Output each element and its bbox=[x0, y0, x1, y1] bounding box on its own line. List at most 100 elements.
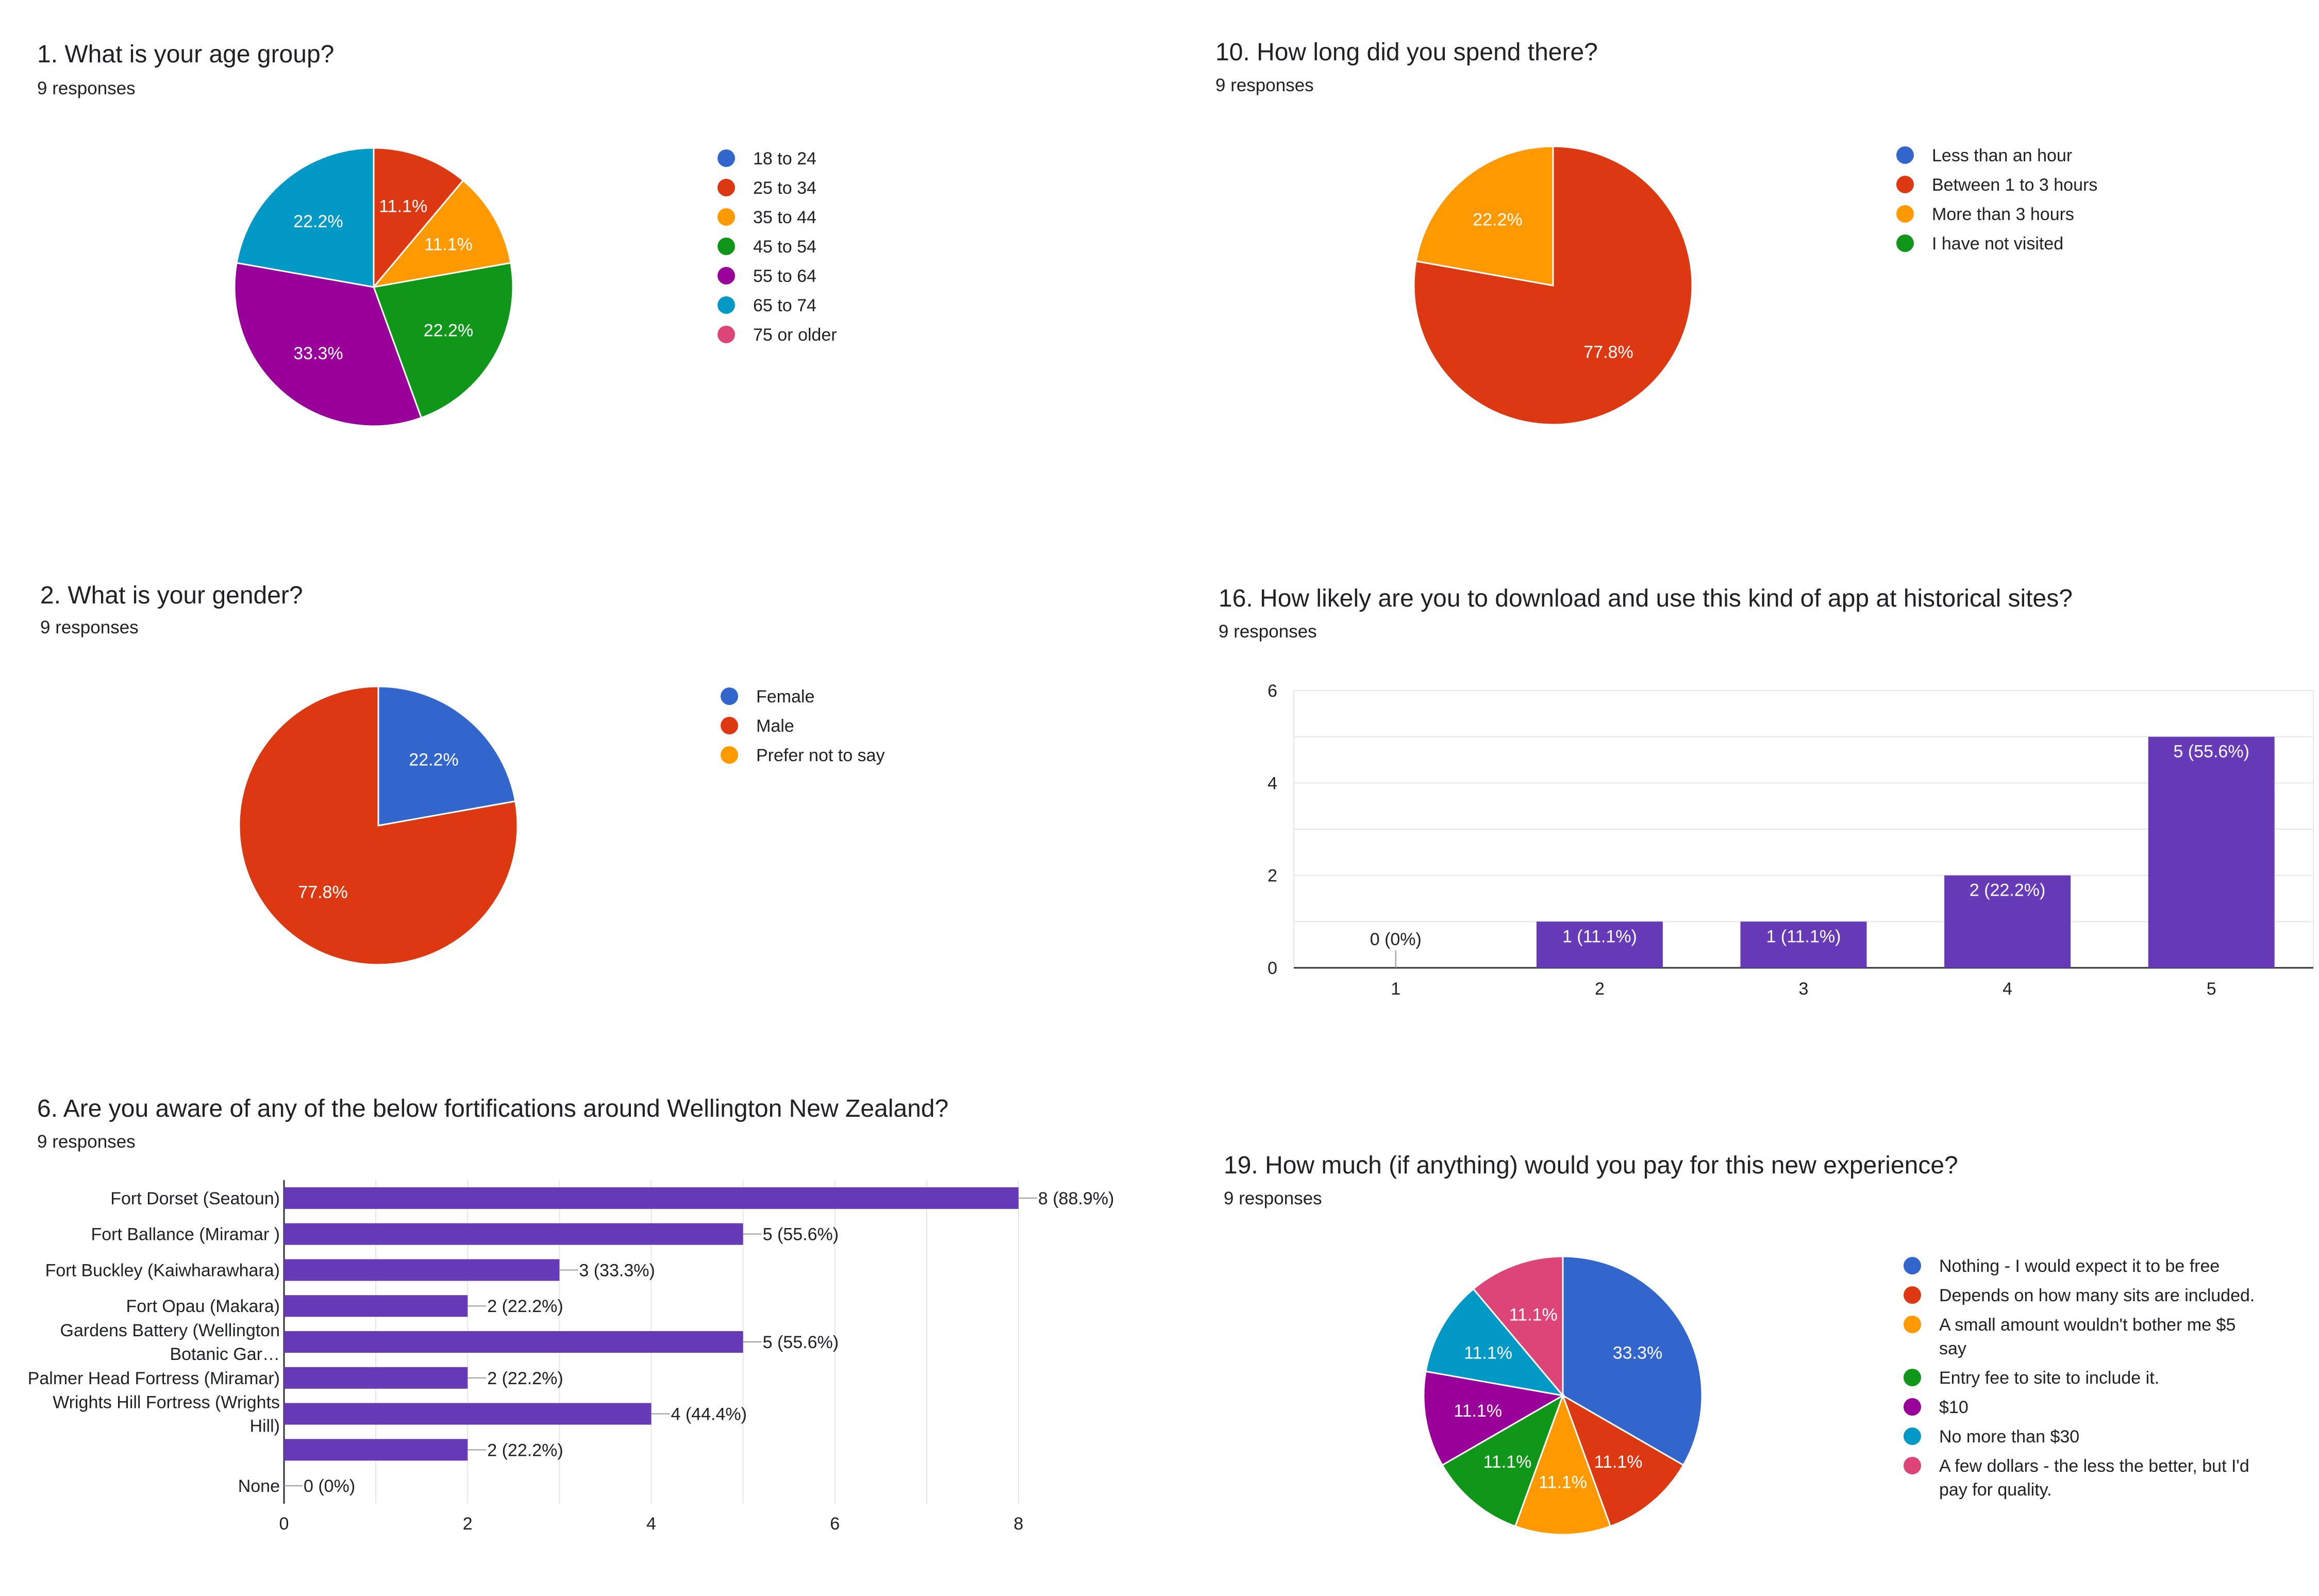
time-pie-slice-label-2: 22.2% bbox=[1473, 210, 1522, 230]
payment-legend-label-2-line1: say bbox=[1939, 1339, 1966, 1358]
payment-legend-swatch-4 bbox=[1904, 1398, 1921, 1416]
age-legend-label-3: 45 to 54 bbox=[753, 237, 816, 257]
age-legend-swatch-2 bbox=[718, 208, 735, 226]
payment-pie-slice-label-6: 11.1% bbox=[1509, 1305, 1558, 1325]
gender-pie-slice-label-1: 77.8% bbox=[298, 882, 347, 902]
gender-legend-label-2: Prefer not to say bbox=[756, 746, 885, 765]
time-legend-swatch-1 bbox=[1896, 176, 1914, 193]
fort-category-label-8: None bbox=[238, 1476, 280, 1496]
payment-pie-slice-label-3: 11.1% bbox=[1483, 1452, 1531, 1472]
chart-title-time-spent: 10. How long did you spend there? bbox=[1215, 39, 1598, 66]
fort-bar-0 bbox=[284, 1187, 1019, 1209]
fort-bar-label-8: 0 (0%) bbox=[304, 1476, 355, 1496]
app-bar-3 bbox=[1740, 921, 1867, 968]
payment-pie-slice-3 bbox=[1441, 1393, 1564, 1527]
app-x-tick-3: 3 bbox=[1799, 979, 1809, 999]
age-legend-swatch-6 bbox=[718, 326, 735, 343]
payment-legend-label-3: Entry fee to site to include it. bbox=[1939, 1368, 2159, 1388]
app-bar-label-3: 1 (11.1%) bbox=[1766, 927, 1841, 946]
payment-legend-label-2: A small amount wouldn't bother me $5 bbox=[1939, 1315, 2235, 1335]
age-legend-swatch-5 bbox=[718, 296, 735, 314]
fort-bar-1 bbox=[284, 1223, 743, 1245]
payment-legend-swatch-3 bbox=[1904, 1369, 1921, 1386]
fort-category-label-0: Fort Dorset (Seatoun) bbox=[110, 1189, 280, 1208]
payment-legend-label-5: No more than $30 bbox=[1939, 1427, 2079, 1447]
gender-legend-swatch-2 bbox=[721, 746, 738, 764]
fort-x-tick-2: 2 bbox=[463, 1514, 473, 1534]
payment-legend-label-6: A few dollars - the less the better, but… bbox=[1939, 1456, 2249, 1476]
app-bar-5 bbox=[2148, 736, 2275, 968]
payment-legend-swatch-1 bbox=[1904, 1286, 1921, 1304]
fort-bar-label-3: 2 (22.2%) bbox=[487, 1297, 563, 1316]
gender-pie-slice-1 bbox=[238, 685, 519, 966]
responses-count-gender: 9 responses bbox=[40, 617, 139, 637]
payment-pie-slice-label-0: 33.3% bbox=[1613, 1343, 1662, 1363]
responses-count-app-likelihood: 9 responses bbox=[1219, 621, 1317, 642]
app-y-tick-6: 6 bbox=[1267, 681, 1277, 701]
time-legend-label-2: More than 3 hours bbox=[1932, 205, 2074, 224]
fort-x-tick-4: 4 bbox=[646, 1514, 656, 1534]
age-pie-slice-5 bbox=[236, 147, 375, 288]
fort-category-label-5: Palmer Head Fortress (Miramar) bbox=[28, 1369, 280, 1388]
app-bar-label-2: 1 (11.1%) bbox=[1562, 927, 1637, 946]
fort-category-label-1: Fort Ballance (Miramar ) bbox=[91, 1225, 280, 1245]
chart-title-app-likelihood: 16. How likely are you to download and u… bbox=[1219, 585, 2073, 612]
fort-bar-7 bbox=[284, 1439, 468, 1461]
app-bar-label-1: 0 (0%) bbox=[1370, 930, 1422, 949]
chart-title-age: 1. What is your age group? bbox=[37, 41, 335, 68]
fort-bar-label-0: 8 (88.9%) bbox=[1038, 1189, 1114, 1208]
chart-title-fortifications: 6. Are you aware of any of the below for… bbox=[37, 1095, 949, 1122]
fort-bar-label-7: 2 (22.2%) bbox=[487, 1440, 563, 1460]
fort-category-label-3: Fort Opau (Makara) bbox=[126, 1297, 280, 1316]
app-y-tick-4: 4 bbox=[1267, 774, 1277, 793]
payment-legend-label-0: Nothing - I would expect it to be free bbox=[1939, 1256, 2220, 1276]
time-legend-swatch-0 bbox=[1896, 146, 1914, 164]
payment-pie-slice-label-1: 11.1% bbox=[1594, 1452, 1643, 1472]
age-pie-slice-label-1: 11.1% bbox=[379, 197, 427, 216]
payment-legend-swatch-0 bbox=[1904, 1257, 1921, 1274]
payment-pie-slice-label-5: 11.1% bbox=[1464, 1343, 1512, 1363]
payment-pie-slice-4 bbox=[1423, 1370, 1565, 1467]
payment-legend-swatch-5 bbox=[1904, 1427, 1921, 1445]
gender-pie-slice-label-0: 22.2% bbox=[409, 750, 458, 770]
gender-legend-swatch-1 bbox=[721, 717, 738, 734]
time-legend-label-1: Between 1 to 3 hours bbox=[1932, 175, 2097, 195]
fort-category-label-6-line1: Hill) bbox=[249, 1417, 280, 1436]
fort-bar-5 bbox=[284, 1367, 468, 1389]
age-legend-label-4: 55 to 64 bbox=[753, 266, 816, 286]
time-legend-label-3: I have not visited bbox=[1932, 234, 2063, 254]
payment-legend-swatch-2 bbox=[1904, 1316, 1921, 1333]
age-legend-label-1: 25 to 34 bbox=[753, 178, 816, 198]
fort-bar-2 bbox=[284, 1259, 560, 1281]
app-bar-2 bbox=[1536, 921, 1663, 968]
fort-x-tick-8: 8 bbox=[1014, 1514, 1024, 1534]
age-pie-slice-4 bbox=[233, 262, 423, 427]
app-x-tick-1: 1 bbox=[1391, 979, 1400, 999]
fort-bar-label-5: 2 (22.2%) bbox=[487, 1369, 563, 1388]
payment-legend-label-6-line1: pay for quality. bbox=[1939, 1480, 2052, 1500]
payment-pie-slice-5 bbox=[1425, 1288, 1565, 1397]
age-legend-label-6: 75 or older bbox=[753, 325, 837, 345]
fort-bar-label-1: 5 (55.6%) bbox=[763, 1225, 839, 1245]
gender-pie-slice-0 bbox=[377, 685, 516, 827]
age-legend-swatch-1 bbox=[718, 179, 735, 196]
fort-x-tick-0: 0 bbox=[279, 1514, 289, 1534]
payment-pie-slice-6 bbox=[1472, 1255, 1564, 1398]
age-legend-label-2: 35 to 44 bbox=[753, 208, 816, 227]
fort-bar-6 bbox=[284, 1403, 652, 1425]
chart-title-gender: 2. What is your gender? bbox=[40, 582, 303, 609]
app-bar-label-4: 2 (22.2%) bbox=[1970, 881, 2045, 900]
fort-bar-label-4: 5 (55.6%) bbox=[763, 1333, 839, 1352]
time-legend-swatch-3 bbox=[1896, 234, 1914, 252]
payment-pie-slice-2 bbox=[1514, 1393, 1612, 1536]
fort-bar-4 bbox=[284, 1331, 743, 1353]
age-pie-slice-3 bbox=[372, 262, 514, 419]
payment-pie-slice-label-4: 11.1% bbox=[1454, 1401, 1502, 1421]
time-pie-slice-2 bbox=[1415, 145, 1554, 287]
fort-category-label-4: Gardens Battery (Wellington bbox=[60, 1321, 280, 1340]
app-y-tick-0: 0 bbox=[1267, 959, 1277, 978]
gender-legend-label-1: Male bbox=[756, 716, 794, 736]
app-bar-label-5: 5 (55.6%) bbox=[2173, 742, 2249, 762]
fort-x-tick-6: 6 bbox=[830, 1514, 840, 1534]
